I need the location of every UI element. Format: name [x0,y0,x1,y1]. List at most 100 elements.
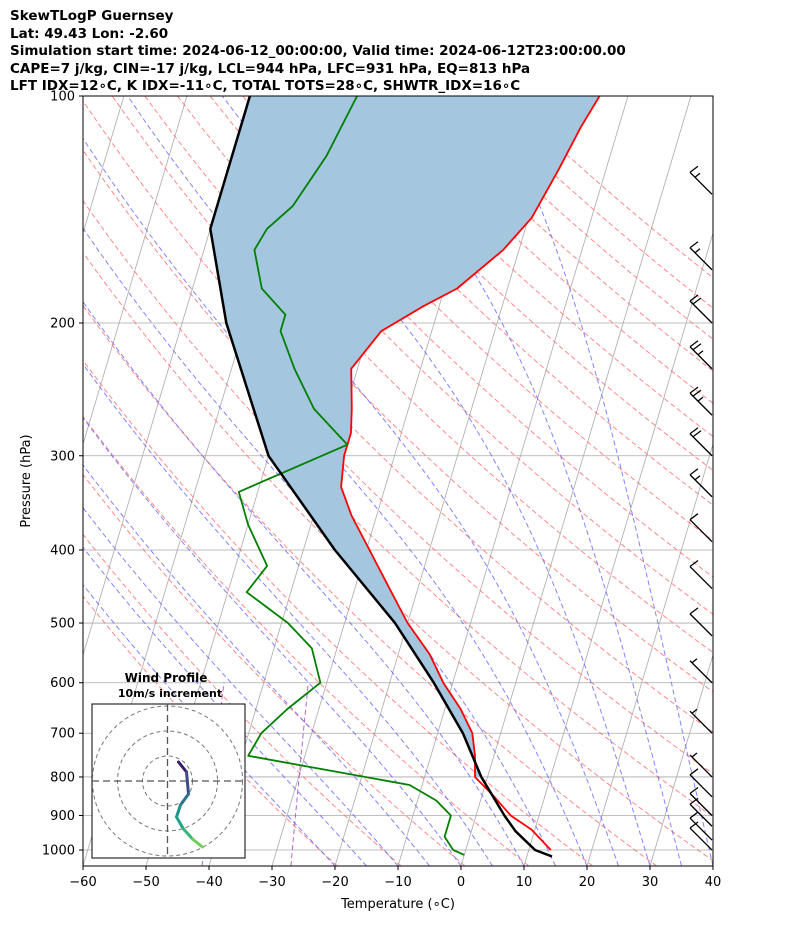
moist-adiabat-line [83,227,556,866]
y-tick-label: 800 [50,770,75,785]
barb-half-flag [691,658,698,664]
barb-flag [692,389,702,397]
mixing-ratio-line [290,682,309,866]
dry-adiabat-line [242,96,713,542]
moist-adiabat-line [83,416,462,866]
barb-flag [689,560,699,568]
barb-staff [689,247,713,271]
y-tick-label: 700 [50,727,75,742]
moist-adiabat-line [83,583,336,866]
isotherm-line [460,96,692,866]
wind-barb [689,607,713,637]
y-tick-label: 200 [50,316,75,331]
dry-adiabat-line [83,199,713,818]
isotherm-line [397,96,629,866]
wind-barb [690,68,712,97]
isotherm-line [586,442,713,866]
y-tick-label: 300 [50,449,75,464]
isotherm-line [776,96,794,866]
dry-adiabat-line [83,415,530,866]
dry-adiabat-line [275,96,713,506]
barb-flag [689,241,699,249]
barb-flag [689,768,699,776]
moist-adiabat-line [127,96,619,866]
cape-area [210,96,600,777]
barb-staff [689,519,713,543]
barb-staff [689,613,713,637]
moist-adiabat-line [488,96,713,866]
barb-staff [689,392,713,416]
wind-barb [689,513,713,543]
wind-barb [689,560,713,589]
barb-staff [689,474,713,498]
wind-barb [689,821,713,851]
dry-adiabat-line [83,595,338,866]
moist-adiabat-line [83,137,588,866]
y-tick-label: 900 [50,809,75,824]
dry-adiabat-line [83,304,657,866]
dry-adiabat-line [177,96,713,615]
barb-flag [689,787,699,795]
moist-adiabat-line [348,96,682,866]
x-tick-label: −50 [132,875,159,890]
wind-barb [689,768,713,798]
isotherm-line [649,653,713,866]
wind-barb [689,752,713,778]
barb-flag [692,297,702,305]
dry-adiabat-line [111,96,713,693]
temperature-line [340,96,601,851]
isotherm-line [83,96,188,446]
barb-flag [689,340,699,348]
wind-barb [689,340,713,370]
isotherm-line [83,96,125,235]
x-tick-label: −40 [195,875,222,890]
time-line: Simulation start time: 2024-06-12_00:00:… [10,43,626,59]
y-tick-label: 1000 [42,844,75,859]
barb-staff [689,793,713,816]
x-tick-label: −10 [384,875,411,890]
barb-half-flag [694,248,701,254]
chart-title: SkewTLogP Guernsey [10,8,174,24]
x-tick-label: 40 [705,875,722,890]
dry-adiabat-line [503,96,713,279]
hodograph-segment [175,803,182,819]
barb-staff [689,433,713,457]
barb-half-flag [691,708,698,714]
barb-flag [689,386,699,394]
moist-adiabat-line [83,301,525,866]
barb-staff [689,827,713,851]
wind-barb [689,165,713,195]
x-tick-label: 0 [457,875,465,890]
barb-flag [689,797,699,805]
barb-staff [689,817,713,841]
hodograph-segment [185,770,190,796]
barb-staff [711,96,712,97]
barb-flag [689,165,699,173]
wind-barb [689,708,713,734]
barb-staff [689,774,713,798]
wind-barb [689,241,713,271]
barb-staff [689,710,713,734]
barb-flag [690,68,698,74]
barb-flag [689,468,699,476]
location-line: Lat: 49.43 Lon: -2.60 [10,25,169,42]
isotherm-line [523,231,713,866]
reference-lines [83,96,794,866]
dry-adiabat-line [83,149,713,775]
y-tick-label: 600 [50,676,75,691]
barb-half-flag [694,172,701,178]
parcel-line [209,96,553,858]
barb-flag [689,427,699,435]
moist-adiabat-line [83,546,367,866]
moist-adiabat-line [83,363,493,866]
isotherm-line [712,864,713,866]
inset-subtitle: 10m/s increment [118,687,222,700]
x-tick-label: 20 [579,875,596,890]
wind-barb [689,797,713,827]
dry-adiabat-line [83,533,402,866]
y-tick-label: 100 [50,90,75,105]
moist-adiabat-line [83,506,399,866]
cape-shading [210,96,600,777]
wind-barb [689,427,713,457]
